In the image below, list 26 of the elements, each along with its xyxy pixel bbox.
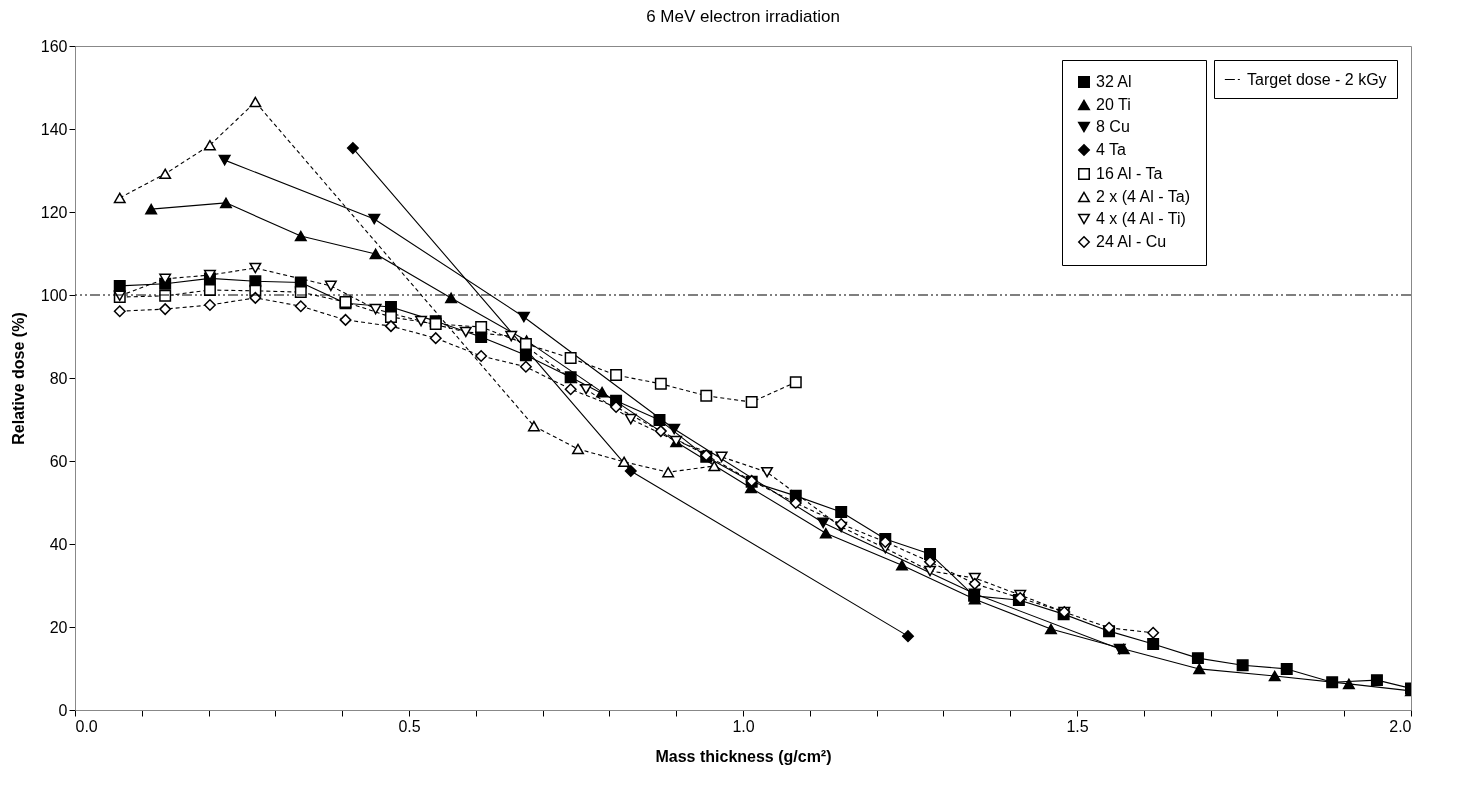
y-tick-label: 0	[58, 701, 68, 719]
legend-label: 4 x (4 Al - Ti)	[1096, 210, 1186, 227]
legend-label: Target dose - 2 kGy	[1247, 70, 1387, 88]
y-tick-label: 160	[40, 37, 68, 55]
legend-label: 24 Al - Cu	[1096, 233, 1167, 250]
legend-label: 16 Al - Ta	[1096, 165, 1163, 182]
y-tick-label: 140	[40, 120, 68, 138]
x-tick-label: 1.5	[1066, 717, 1089, 735]
y-tick-label: 80	[49, 369, 68, 387]
legend-label: 20 Ti	[1096, 96, 1131, 113]
y-tick-label: 40	[49, 535, 68, 553]
y-tick-label: 60	[49, 452, 68, 470]
x-axis-title: Mass thickness (g/cm²)	[655, 747, 832, 765]
y-tick-label: 120	[40, 203, 68, 221]
legend-label: 32 Al	[1096, 73, 1132, 90]
legend-label: 8 Cu	[1096, 118, 1130, 135]
legend-label: 2 x (4 Al - Ta)	[1096, 188, 1190, 205]
y-tick-label: 100	[40, 286, 68, 304]
y-tick-label: 20	[49, 618, 68, 636]
legend-label: 4 Ta	[1096, 141, 1127, 158]
chart-title: 6 MeV electron irradiation	[646, 7, 840, 26]
y-axis-title: Relative dose (%)	[9, 312, 27, 445]
x-tick-label: 2.0	[1389, 717, 1412, 735]
x-tick-label: 0.5	[398, 717, 421, 735]
x-tick-label: 0.0	[75, 717, 98, 735]
x-tick-label: 1.0	[732, 717, 755, 735]
